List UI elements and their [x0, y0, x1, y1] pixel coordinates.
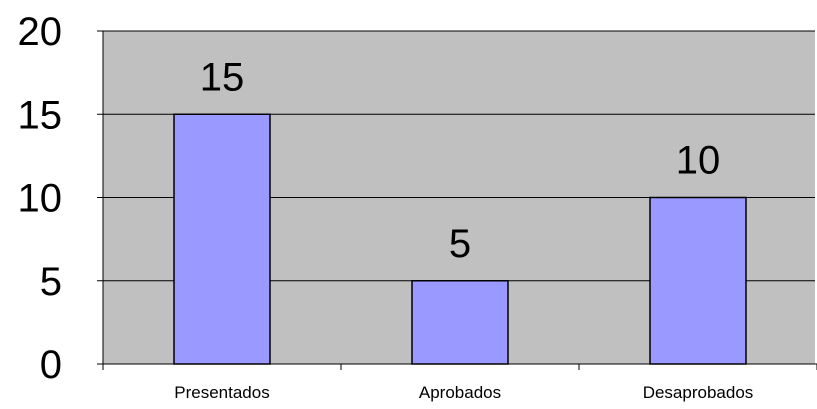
x-axis: Presentados Aprobados Desaprobados: [102, 363, 817, 402]
data-labels: 15 5 10: [200, 55, 721, 266]
bars: [173, 113, 747, 365]
y-tick-label: 0: [40, 343, 62, 387]
data-label: 15: [200, 55, 245, 99]
data-label: 10: [676, 139, 721, 183]
x-category-label: Aprobados: [419, 383, 501, 402]
y-tick-label: 20: [18, 10, 63, 54]
x-category-label: Desaprobados: [643, 383, 754, 402]
bar: [173, 113, 271, 365]
bar: [411, 280, 509, 365]
y-tick-label: 10: [18, 177, 63, 221]
data-label: 5: [449, 222, 471, 266]
y-axis: 0 5 10 15 20: [18, 10, 104, 387]
y-tick-label: 15: [18, 93, 63, 137]
x-category-label: Presentados: [174, 383, 269, 402]
bar: [649, 196, 747, 365]
y-tick-label: 5: [40, 260, 62, 304]
